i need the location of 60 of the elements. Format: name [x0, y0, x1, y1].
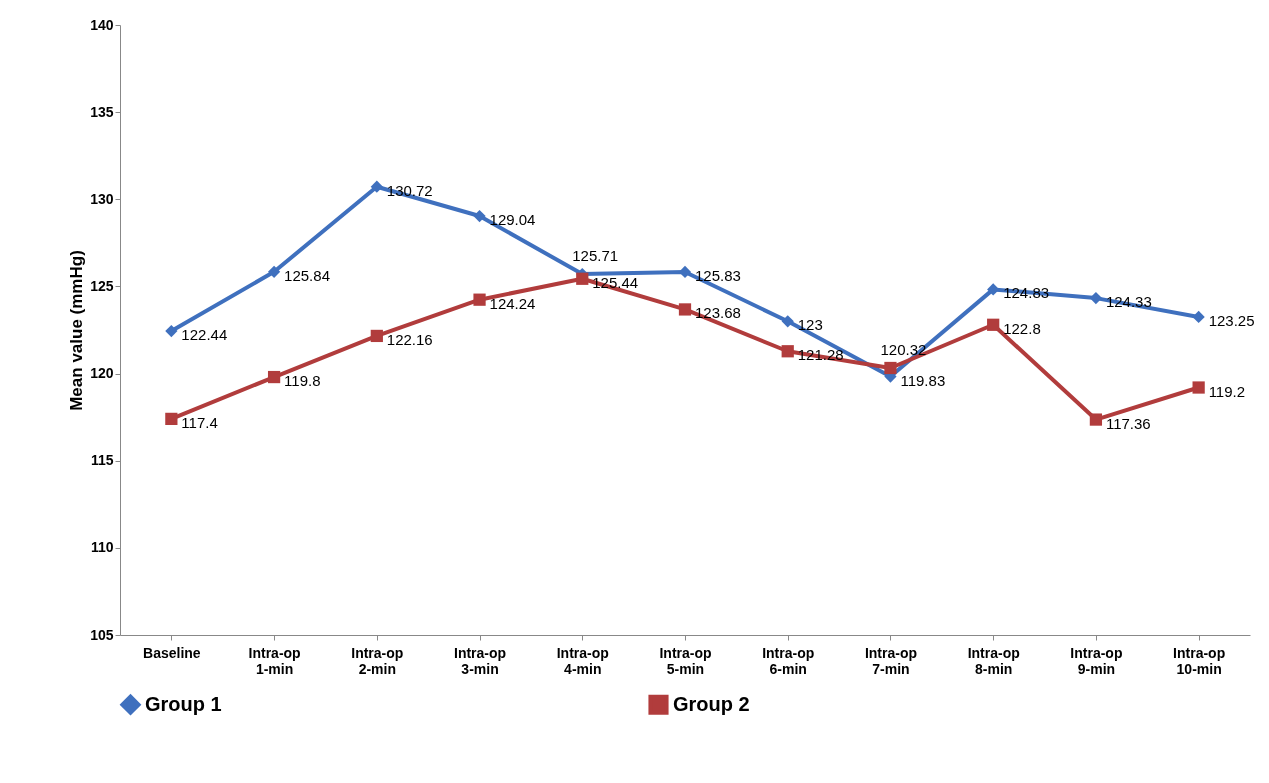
point — [1089, 291, 1103, 305]
y-tick-label: 130 — [90, 190, 114, 207]
x-tick-label: Intra-op 1-min — [248, 644, 301, 677]
y-tick-label: 135 — [90, 103, 114, 120]
data-label: 123.68 — [695, 304, 741, 322]
x-tick-label: Intra-op 3-min — [453, 644, 507, 677]
data-label: 119.83 — [900, 371, 946, 389]
y-tick-label: 115 — [90, 452, 114, 469]
point — [576, 272, 589, 285]
data-label: 125.44 — [592, 273, 639, 291]
x-tick-label: Intra-op 10-min — [1173, 644, 1226, 677]
data-label: 122.44 — [181, 326, 228, 344]
point — [370, 329, 383, 343]
point — [165, 412, 178, 426]
data-label: 122.16 — [386, 330, 433, 348]
x-tick-label: Intra-op 7-min — [864, 644, 918, 677]
data-label: 123.25 — [1208, 311, 1255, 329]
data-label: 119.8 — [284, 372, 321, 390]
point — [678, 265, 692, 279]
legend-label: Group 1 — [145, 692, 222, 715]
data-label: 130.72 — [386, 181, 433, 199]
data-label: 119.2 — [1208, 382, 1246, 400]
point — [1089, 413, 1103, 426]
y-tick-label: 120 — [90, 365, 114, 382]
x-tick-label: Intra-op 4-min — [556, 644, 609, 677]
data-label: 125.71 — [572, 247, 619, 265]
x-tick-label: Intra-op 9-min — [1070, 644, 1123, 677]
y-tick-label: 125 — [90, 277, 114, 294]
x-tick-label: Intra-op 8-min — [967, 644, 1020, 677]
data-label: 124.83 — [1003, 284, 1050, 302]
y-tick-label: 110 — [90, 539, 114, 556]
y-axis-title: Mean value (mmHg) — [67, 250, 87, 411]
point — [370, 180, 383, 193]
point — [1192, 310, 1205, 324]
y-tick-label: 140 — [90, 16, 114, 33]
point — [884, 361, 897, 375]
x-tick-label: Baseline — [143, 644, 201, 661]
data-label: 122.8 — [1003, 319, 1041, 337]
data-label: 117.4 — [181, 413, 218, 431]
data-label: 125.83 — [695, 266, 741, 284]
point — [267, 265, 281, 278]
legend-label: Group 2 — [673, 692, 750, 715]
point — [781, 315, 794, 328]
x-tick-label: Intra-op 6-min — [762, 644, 815, 677]
data-label: 129.04 — [489, 211, 536, 229]
point — [678, 303, 692, 316]
point — [267, 370, 281, 384]
point — [165, 324, 178, 338]
data-label: 117.36 — [1105, 414, 1151, 432]
point — [781, 345, 794, 358]
point — [1192, 381, 1205, 394]
data-label: 124.24 — [489, 294, 536, 312]
point — [473, 209, 486, 223]
data-label: 123 — [797, 316, 823, 334]
point — [473, 293, 486, 306]
data-label: 125.84 — [284, 266, 330, 284]
y-tick-label: 105 — [90, 626, 114, 643]
x-tick-label: Intra-op 5-min — [659, 644, 712, 677]
point — [987, 318, 1000, 331]
x-tick-label: Intra-op 2-min — [351, 644, 404, 677]
